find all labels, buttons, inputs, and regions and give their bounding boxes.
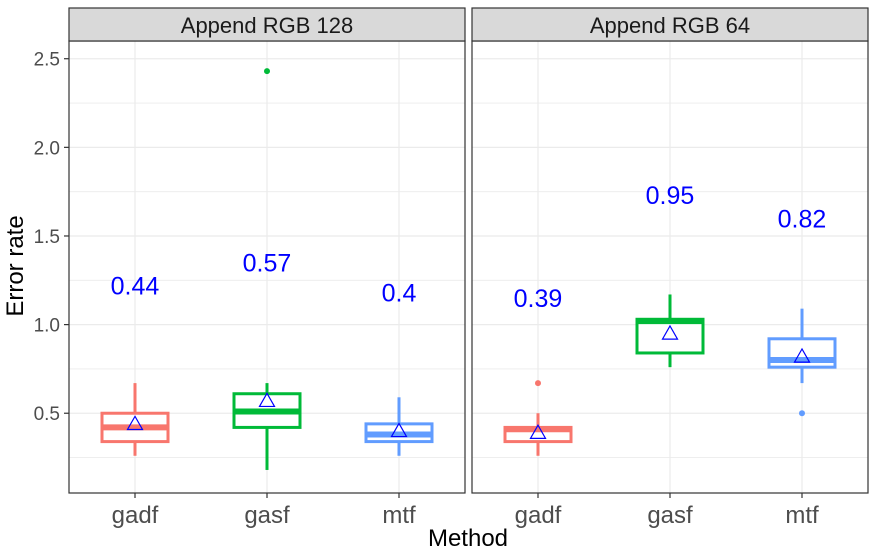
panel-1: 0.44 0.57 0.4 Append RGB 128 gadf gasf mtf	[68, 7, 466, 529]
mean-marker	[529, 424, 547, 439]
y-tick-label: 1.5	[34, 227, 60, 248]
mean-marker	[126, 415, 144, 431]
facet-strip	[471, 7, 869, 42]
x-tick-label: mtf	[382, 502, 416, 529]
mean-marker	[258, 392, 276, 408]
x-axis-label: Method	[428, 525, 508, 552]
box-gadf: 0.39	[503, 285, 573, 456]
box-iqr	[635, 317, 705, 355]
outlier-point	[535, 380, 541, 387]
x-tick-label: mtf	[785, 502, 819, 529]
mean-label: 0.44	[111, 273, 160, 301]
mean-label: 0.57	[243, 250, 292, 278]
box-gasf: 0.57	[232, 68, 302, 470]
x-tick-label: gadf	[515, 502, 562, 529]
outlier-point	[264, 68, 270, 75]
box-gadf: 0.44	[100, 273, 170, 456]
facet-strip	[68, 7, 466, 42]
mean-label: 0.82	[778, 205, 827, 233]
outlier-point	[799, 410, 805, 417]
y-tick-label: 0.5	[34, 404, 60, 425]
y-tick-label: 2.5	[34, 50, 60, 71]
y-tick-label: 2.0	[34, 138, 60, 159]
y-axis-label: Error rate	[2, 215, 29, 316]
mean-marker	[390, 422, 408, 438]
mean-marker	[793, 347, 811, 363]
box-gasf: 0.95	[635, 182, 705, 368]
facet-strip-title: Append RGB 64	[590, 13, 750, 38]
y-axis: 0.5 1.0 1.5 2.0 2.5	[34, 50, 69, 425]
y-tick-label: 1.0	[34, 316, 60, 337]
mean-label: 0.95	[646, 182, 695, 210]
panel-2: 0.39 0.95 0.82 Append RGB 64 gadf gasf mtf	[471, 7, 869, 529]
box-mtf: 0.82	[767, 205, 837, 417]
box-mtf: 0.4	[364, 280, 434, 456]
x-tick-label: gasf	[244, 502, 290, 529]
x-tick-label: gadf	[112, 502, 159, 529]
mean-label: 0.39	[514, 285, 563, 313]
mean-label: 0.4	[382, 280, 417, 308]
facet-strip-title: Append RGB 128	[181, 13, 353, 38]
mean-marker	[661, 324, 679, 340]
x-tick-label: gasf	[647, 502, 693, 529]
